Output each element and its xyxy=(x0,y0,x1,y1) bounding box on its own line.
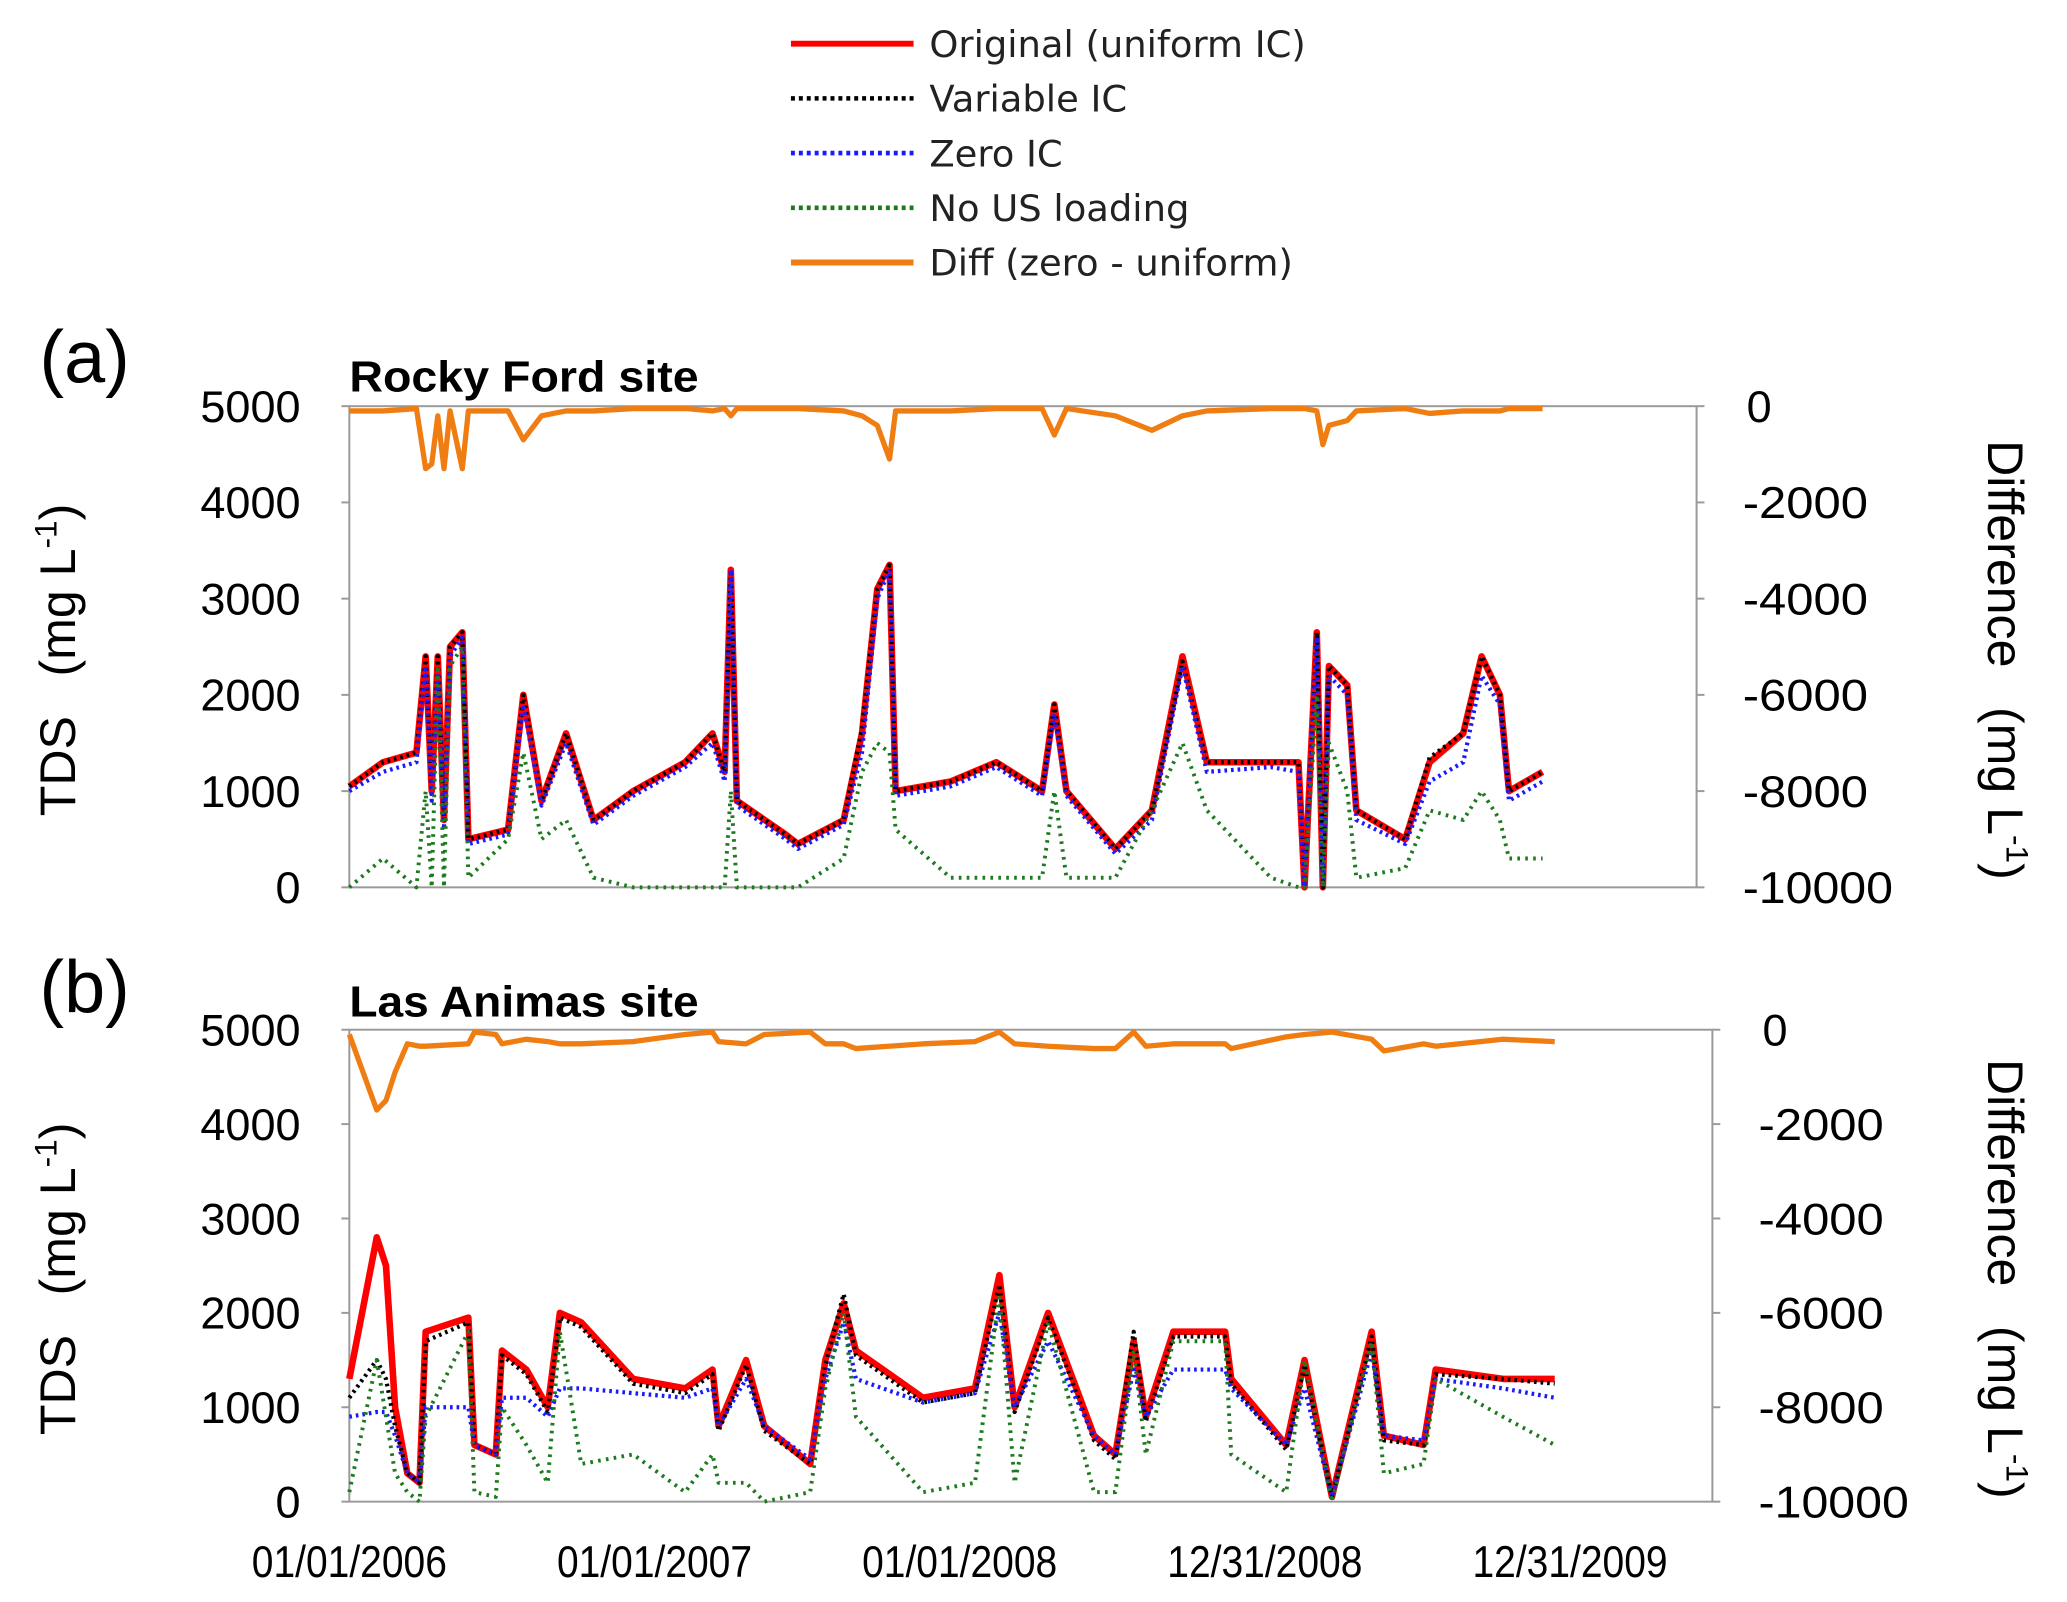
y-left-axis-label: TDS (mg L-1) xyxy=(28,504,86,817)
y-right-axis-label-part: Difference xyxy=(1977,1059,2033,1286)
series-line-no_us xyxy=(348,644,1543,890)
y-right-axis-label-part: ) xyxy=(1977,1482,2033,1499)
y-left-axis-label-part: (mg L xyxy=(30,1167,86,1295)
series-line-original xyxy=(346,1234,1555,1501)
y-right-tick-label: -8000 xyxy=(1743,767,1868,817)
panel-b: (b) Las Animas site 0 1000 2000 3000 4000 5000 -… xyxy=(28,946,2036,1528)
y-left-tick-label: 2000 xyxy=(200,671,300,721)
series-line-no_us xyxy=(347,1292,1556,1504)
series-line-variable xyxy=(348,562,1544,890)
legend: Original (uniform IC) Variable IC Zero IC N… xyxy=(790,23,1306,285)
y-left-axis-label-part: ) xyxy=(30,504,86,521)
y-right-axis-label-part: -1 xyxy=(1999,835,2035,863)
legend-label-zero: Zero IC xyxy=(929,132,1062,175)
y-left-tick-label: 2000 xyxy=(200,1289,300,1339)
panel-title: Las Animas site xyxy=(349,979,698,1027)
y-right-axis-label-part: (mg L xyxy=(1977,707,2033,835)
x-tick-label: 12/31/2009 xyxy=(1472,1537,1667,1587)
y-right-tick-label: -4000 xyxy=(1743,574,1868,624)
y-right-axis-label: Difference (mg L-1) xyxy=(1977,1059,2035,1499)
panels: (a) Rocky Ford site 0 1000 2000 3000 4000 5000 -… xyxy=(28,315,2036,1527)
y-left-tick-label: 1000 xyxy=(200,1383,300,1433)
legend-label-no_us: No US loading xyxy=(929,187,1189,230)
y-left-tick-label: 5000 xyxy=(200,382,300,432)
panel-label: (a) xyxy=(40,315,130,398)
y-left-axis-label-part: ) xyxy=(30,1123,86,1140)
series-line-variable xyxy=(347,1282,1555,1500)
panel-a: (a) Rocky Ford site 0 1000 2000 3000 4000 5000 -… xyxy=(28,315,2036,913)
plot-frame xyxy=(348,1028,1714,1503)
series-line-diff xyxy=(349,405,1543,472)
series-line-zero xyxy=(348,567,1544,890)
panel-title: Rocky Ford site xyxy=(349,354,698,402)
x-axis: 01/01/2006 01/01/2007 01/01/2008 12/31/2008… xyxy=(252,1537,1668,1587)
y-left-tick-label: 4000 xyxy=(200,478,300,528)
y-right-tick-label: -4000 xyxy=(1759,1194,1884,1244)
y-right-tick-label: -6000 xyxy=(1759,1289,1884,1339)
y-right-tick-label: -2000 xyxy=(1743,478,1868,528)
legend-label-diff: Diff (zero - uniform) xyxy=(929,242,1293,285)
y-left-tick-label: 0 xyxy=(276,1477,301,1527)
y-left-axis-label-part: (mg L xyxy=(30,548,86,676)
panel-label: (b) xyxy=(40,946,130,1029)
y-right-tick-label: 0 xyxy=(1747,382,1772,432)
series-line-diff xyxy=(346,1029,1555,1113)
y-right-axis-label-part: Difference xyxy=(1977,440,2033,667)
y-right-tick-label: -6000 xyxy=(1743,671,1868,721)
y-left-tick-label: 0 xyxy=(276,863,301,913)
y-left-tick-label: 3000 xyxy=(200,1194,300,1244)
x-tick-label: 01/01/2008 xyxy=(862,1537,1057,1587)
legend-label-original: Original (uniform IC) xyxy=(929,23,1305,66)
plot-frame xyxy=(348,405,1698,889)
x-tick-label: 01/01/2006 xyxy=(252,1537,447,1587)
y-left-tick-label: 5000 xyxy=(200,1006,300,1056)
y-left-axis-label-part: -1 xyxy=(28,1139,64,1167)
y-right-tick-label: -10000 xyxy=(1743,863,1893,913)
y-left-tick-label: 4000 xyxy=(200,1100,300,1150)
y-left-tick-label: 3000 xyxy=(200,574,300,624)
y-left-axis-label: TDS (mg L-1) xyxy=(28,1123,86,1436)
y-right-tick-label: -8000 xyxy=(1759,1383,1884,1433)
y-left-axis-label-part: TDS xyxy=(30,1335,86,1435)
y-right-tick-label: -10000 xyxy=(1759,1477,1909,1527)
y-left-axis-label-part: -1 xyxy=(28,520,64,548)
y-right-tick-label: -2000 xyxy=(1759,1100,1884,1150)
y-left-axis-label-part: TDS xyxy=(30,716,86,816)
y-right-tick-label: 0 xyxy=(1762,1006,1787,1056)
y-right-axis-label: Difference (mg L-1) xyxy=(1977,440,2035,880)
y-right-axis-label-part: (mg L xyxy=(1977,1326,2033,1454)
legend-label-variable: Variable IC xyxy=(929,78,1127,121)
y-right-axis-label-part: -1 xyxy=(1999,1454,2035,1482)
y-right-axis-label-part: ) xyxy=(1977,863,2033,880)
x-tick-label: 01/01/2007 xyxy=(557,1537,752,1587)
y-left-tick-label: 1000 xyxy=(200,767,300,817)
x-tick-label: 12/31/2008 xyxy=(1167,1537,1362,1587)
